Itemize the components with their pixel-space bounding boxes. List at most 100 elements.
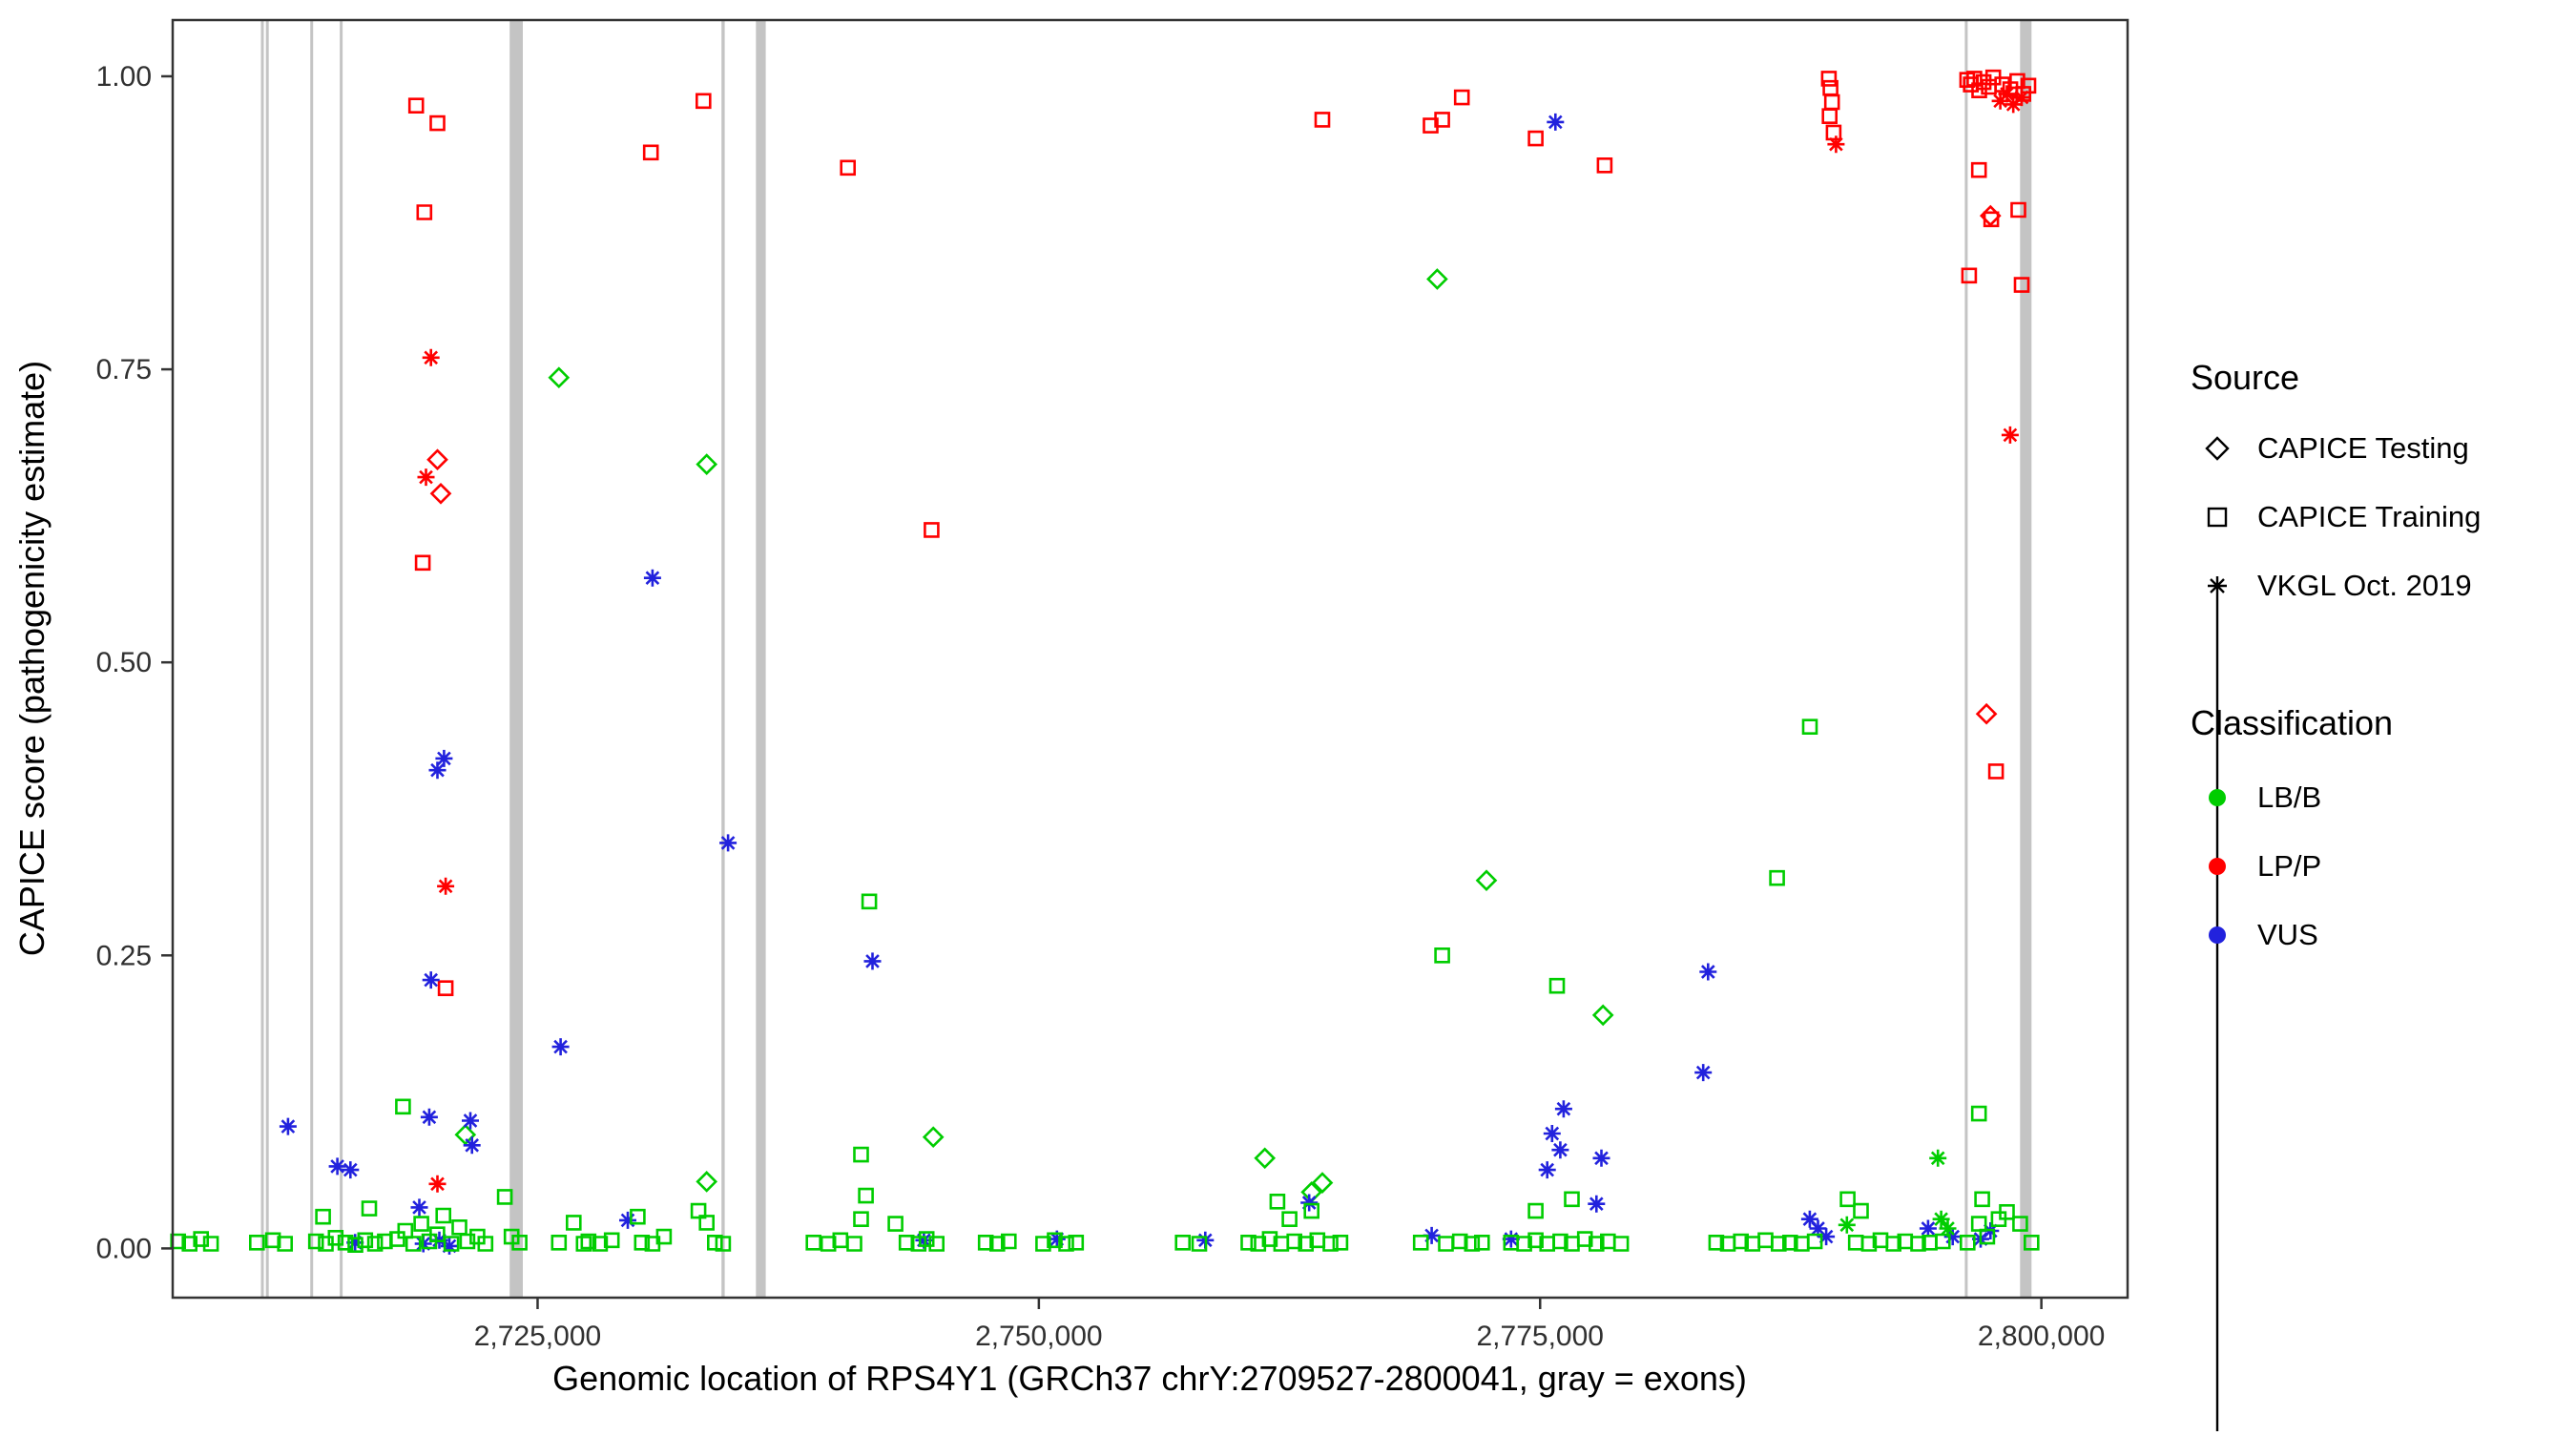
point-square — [644, 1236, 661, 1252]
point-asterisk — [2013, 89, 2030, 107]
exon-bar — [721, 21, 725, 1297]
point-square — [918, 1231, 935, 1247]
point-square — [307, 1233, 324, 1250]
y-tick-label: 0.75 — [96, 354, 152, 385]
point-square — [1516, 1236, 1532, 1252]
point-square — [377, 1233, 393, 1250]
point-square — [853, 1211, 869, 1227]
point-square — [1960, 1235, 1976, 1251]
plot-panel — [173, 20, 2128, 1298]
point-square — [405, 1236, 422, 1252]
point-asterisk — [1991, 92, 2009, 110]
point-square — [1047, 1232, 1063, 1249]
point-square — [469, 1228, 486, 1245]
point-diamond — [696, 453, 718, 475]
point-asterisk — [1932, 1210, 1950, 1228]
point-asterisk — [463, 1136, 481, 1155]
point-diamond — [1426, 268, 1448, 290]
point-asterisk — [1943, 1228, 1962, 1246]
point-square — [1853, 1202, 1869, 1219]
point-square — [170, 1233, 186, 1250]
point-asterisk — [1543, 1125, 1561, 1142]
point-square — [805, 1235, 821, 1251]
point-square — [566, 1215, 582, 1231]
asterisk-legend-icon — [2208, 576, 2227, 1436]
point-square — [249, 1235, 265, 1251]
point-square — [1806, 1233, 1823, 1250]
point-square — [1068, 1235, 1085, 1251]
point-square — [1250, 1236, 1267, 1252]
point-square — [1412, 1235, 1429, 1251]
point-square — [715, 1236, 732, 1252]
point-square — [1769, 869, 1785, 886]
vus-dot-icon — [2209, 926, 2226, 944]
point-asterisk — [1048, 1230, 1066, 1248]
point-square — [1527, 1232, 1544, 1249]
exon-bar — [2020, 21, 2032, 1297]
square-legend-icon — [2207, 507, 2228, 528]
point-diamond — [1475, 869, 1498, 892]
legend-item-capice-training: CAPICE Training — [2257, 500, 2481, 533]
point-square — [1821, 108, 1838, 124]
point-square — [1576, 1231, 1593, 1247]
point-square — [277, 1236, 293, 1252]
scatter-points — [170, 69, 2040, 1255]
point-square — [327, 1230, 344, 1246]
point-square — [840, 159, 856, 177]
point-square — [443, 1236, 460, 1252]
point-square — [575, 1236, 592, 1252]
point-square — [193, 1231, 209, 1247]
diamond-legend-icon — [2205, 436, 2230, 461]
panel-border — [171, 18, 2129, 1300]
point-square — [202, 1236, 219, 1252]
point-square — [1035, 1236, 1051, 1252]
point-square — [503, 1228, 520, 1245]
point-square — [630, 1208, 646, 1225]
point-square — [413, 1216, 429, 1232]
exon-bar — [340, 21, 343, 1297]
point-square — [1589, 1236, 1605, 1252]
x-axis-title: Genomic location of RPS4Y1 (GRCh37 chrY:… — [552, 1359, 1747, 1398]
point-square — [698, 1215, 715, 1231]
y-tick-label: 0.25 — [96, 940, 152, 971]
point-square — [1974, 1191, 1990, 1208]
point-asterisk — [1699, 963, 1717, 981]
point-asterisk — [1300, 1194, 1319, 1212]
point-square — [2010, 201, 2026, 219]
point-square — [690, 1202, 707, 1219]
exon-bar — [310, 21, 314, 1297]
point-square — [1434, 112, 1450, 128]
exon-bar — [260, 21, 264, 1297]
point-diamond — [1975, 702, 1998, 725]
point-square — [1438, 1236, 1454, 1252]
point-asterisk — [2005, 95, 2023, 114]
point-square — [1984, 69, 2002, 86]
point-asterisk — [422, 348, 440, 366]
point-asterisk — [863, 952, 882, 970]
point-asterisk — [428, 1175, 447, 1193]
point-asterisk — [435, 749, 453, 767]
point-asterisk — [551, 1038, 570, 1056]
lpp-dot-icon — [2209, 858, 2226, 875]
point-square — [357, 1232, 374, 1249]
point-asterisk — [1588, 1195, 1606, 1213]
point-square — [2012, 1216, 2028, 1232]
point-square — [1434, 947, 1450, 964]
point-asterisk — [1838, 1216, 1856, 1234]
point-diamond — [1979, 204, 2002, 227]
point-asterisk — [1939, 1219, 1957, 1238]
point-asterisk — [1919, 1219, 1937, 1238]
point-square — [1527, 1202, 1544, 1219]
point-asterisk — [417, 468, 435, 487]
point-diamond — [922, 1126, 945, 1149]
exon-bars — [260, 21, 2032, 1297]
point-square — [1981, 78, 1997, 95]
legend-source-title: Source — [2191, 358, 2299, 397]
point-square — [1979, 1228, 1996, 1245]
point-square — [1733, 1233, 1749, 1250]
point-diamond — [429, 482, 452, 505]
point-asterisk — [279, 1117, 297, 1135]
point-square — [853, 1146, 869, 1163]
point-asterisk — [1423, 1226, 1441, 1244]
